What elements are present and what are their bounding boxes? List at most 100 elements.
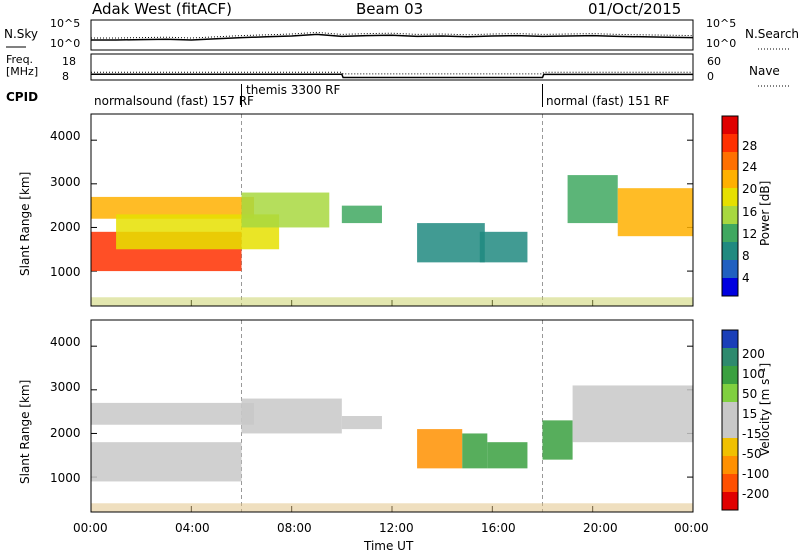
date-title: 01/Oct/2015: [588, 0, 682, 18]
noise-tick-right-top: 10^5: [706, 17, 737, 30]
velocity-echo-5: [462, 433, 488, 469]
nave-label: Nave: [749, 64, 780, 78]
velocity-cb-label: Velocity [m s⁻¹]: [758, 362, 772, 456]
noise-sky-line: [91, 33, 694, 41]
velocity-echo-0: [91, 442, 242, 482]
velocity-echo-8: [572, 385, 693, 443]
velocity-panel-border: [90, 319, 694, 513]
velocity-echo-6: [487, 442, 528, 469]
velocity-colorbar-swatch-7: [722, 456, 738, 474]
power-panel-border: [90, 113, 694, 307]
power-echo-7: [567, 175, 618, 224]
freq-label: Freq.: [6, 53, 34, 66]
power-colorbar-frame: [721, 115, 739, 297]
velocity-colorbar-swatch-4: [722, 402, 738, 420]
noise-strip-frame: [90, 19, 694, 51]
power-cb-tick-28: 28: [742, 139, 758, 153]
power-colorbar-swatch-9: [722, 278, 738, 296]
power-cb-tick-8: 8: [742, 249, 750, 263]
power-colorbar-swatch-3: [722, 170, 738, 188]
velocity-colorbar-frame: [721, 329, 739, 511]
freq-strip-frame: [90, 53, 694, 81]
power-colorbar-swatch-4: [722, 188, 738, 206]
velocity-ytick-2000: 2000: [50, 426, 81, 440]
xtick-1: 04:00: [175, 521, 210, 535]
power-cb-tick-24: 24: [742, 160, 758, 174]
cpid-segment-2: themis 3300 RF: [246, 83, 341, 97]
power-echo-8: [617, 188, 693, 237]
power-ytick-2000: 2000: [50, 220, 81, 234]
noise-tick-left-bottom: 10^0: [50, 37, 81, 50]
velocity-echo-4: [417, 429, 463, 469]
power-ylabel: Slant Range [km]: [18, 171, 32, 276]
power-ytick-3000: 3000: [50, 175, 81, 189]
noise-tick-right-bottom: 10^0: [706, 37, 737, 50]
velocity-near-range-scatter: [91, 503, 693, 512]
power-cb-tick-4: 4: [742, 271, 750, 285]
nave-tick-top: 60: [707, 55, 721, 68]
velocity-echo-1: [91, 402, 255, 425]
velocity-cb-tick-m50: -50: [742, 447, 762, 461]
velocity-ylabel: Slant Range [km]: [18, 379, 32, 484]
freq-tick-top: 18: [62, 55, 76, 68]
station-title: Adak West (fitACF): [92, 0, 232, 18]
velocity-colorbar-swatch-0: [722, 330, 738, 348]
velocity-cb-tick-15: 15: [742, 407, 758, 421]
velocity-colorbar-swatch-1: [722, 348, 738, 366]
power-colorbar-swatch-2: [722, 152, 738, 170]
velocity-cb-tick-100: 100: [742, 367, 765, 381]
velocity-echo-2: [241, 398, 342, 434]
power-echo-1: [91, 196, 255, 219]
frequency-line: [91, 73, 693, 79]
velocity-ytick-3000: 3000: [50, 380, 81, 394]
velocity-echo-3: [341, 416, 382, 430]
velocity-colorbar-swatch-9: [722, 492, 738, 510]
xtick-4: 16:00: [481, 521, 516, 535]
power-ytick-4000: 4000: [50, 129, 81, 143]
velocity-cb-tick-m15: -15: [742, 427, 762, 441]
cpid-segment-1: normalsound (fast) 157 RF: [94, 94, 254, 108]
power-colorbar-swatch-5: [722, 206, 738, 224]
velocity-ytick-1000: 1000: [50, 471, 81, 485]
nave-tick-bottom: 0: [707, 70, 714, 83]
power-colorbar-swatch-7: [722, 242, 738, 260]
power-echo-4: [341, 205, 382, 224]
velocity-cb-tick-50: 50: [742, 387, 758, 401]
power-echo-5: [417, 223, 485, 263]
velocity-cb-tick-200: 200: [742, 347, 765, 361]
xtick-2: 08:00: [277, 521, 312, 535]
nsky-label: N.Sky: [4, 27, 39, 41]
cpid-label: CPID: [6, 90, 39, 104]
velocity-ytick-4000: 4000: [50, 335, 81, 349]
power-cb-tick-12: 12: [742, 227, 758, 241]
power-cb-tick-20: 20: [742, 182, 758, 196]
cpid-segment-3: normal (fast) 151 RF: [546, 94, 670, 108]
power-echo-3: [241, 192, 330, 228]
power-near-range-scatter: [91, 297, 693, 306]
velocity-echo-7: [542, 420, 573, 460]
power-cb-label: Power [dB]: [758, 180, 772, 246]
power-colorbar-swatch-8: [722, 260, 738, 278]
power-colorbar-swatch-0: [722, 116, 738, 134]
nsearch-label: N.Search: [745, 27, 800, 41]
power-colorbar-swatch-1: [722, 134, 738, 152]
x-axis-label: Time UT: [364, 539, 414, 553]
noise-tick-left-top: 10^5: [50, 17, 81, 30]
power-colorbar-swatch-6: [722, 224, 738, 242]
velocity-colorbar-swatch-8: [722, 474, 738, 492]
beam-title: Beam 03: [356, 0, 424, 18]
power-echo-6: [479, 231, 528, 263]
xtick-6: 00:00: [674, 521, 709, 535]
noise-search-line: [91, 31, 694, 39]
velocity-cb-tick-m200: -200: [742, 487, 770, 501]
velocity-colorbar-swatch-6: [722, 438, 738, 456]
xtick-5: 20:00: [583, 521, 618, 535]
xtick-3: 12:00: [379, 521, 414, 535]
velocity-colorbar-swatch-2: [722, 366, 738, 384]
power-ytick-1000: 1000: [50, 265, 81, 279]
xtick-0: 00:00: [73, 521, 108, 535]
freq-tick-bottom: 8: [62, 70, 69, 83]
velocity-colorbar-swatch-3: [722, 384, 738, 402]
freq-unit-label: [MHz]: [6, 65, 39, 78]
